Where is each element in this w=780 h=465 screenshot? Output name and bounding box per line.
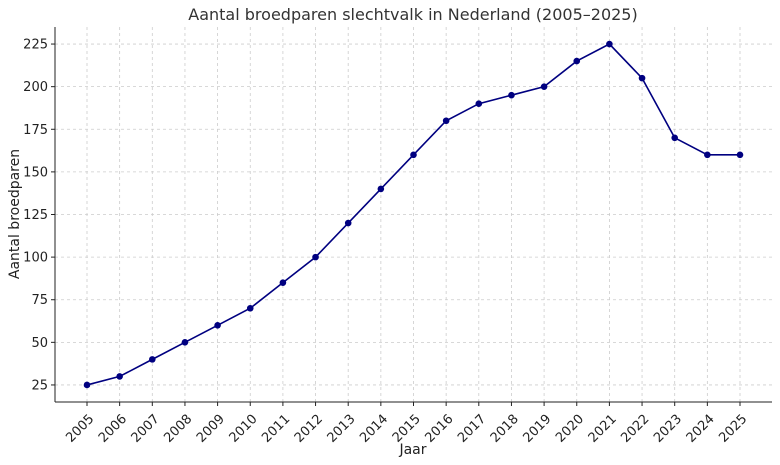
x-tick-label: 2011 [259,412,293,446]
x-tick-label: 2024 [684,412,718,446]
x-tick-label: 2018 [488,412,522,446]
y-tick-label: 150 [23,165,48,180]
data-point [540,83,548,90]
y-tick-label: 175 [23,123,48,138]
x-tick-label: 2013 [325,412,359,446]
x-ticks: 2005200620072008200920102011201220132014… [63,402,750,446]
data-point [149,356,156,363]
y-axis-label: Aantal broedparen [7,149,23,279]
x-tick-label: 2014 [357,412,391,446]
x-tick-label: 2020 [553,412,587,446]
data-point [83,381,91,389]
x-tick-label: 2017 [455,412,489,446]
data-point [344,219,352,227]
data-point [475,100,483,108]
x-tick-label: 2005 [63,412,97,446]
y-ticks: 25 50 75 100 125 150 175 200 225 [23,38,55,393]
grid [55,27,772,402]
data-point [736,151,744,159]
x-tick-label: 2007 [129,412,163,446]
y-tick-label: 200 [23,80,48,95]
x-tick-label: 2021 [586,412,620,446]
x-tick-label: 2012 [292,412,326,446]
data-point [214,321,221,329]
data-point [181,339,189,346]
data-point [246,304,254,312]
data-point [410,151,417,159]
x-axis-label: Jaar [398,442,426,458]
x-tick-label: 2015 [390,412,424,446]
y-tick-label: 125 [23,208,48,223]
y-tick-label: 25 [31,378,48,393]
x-tick-label: 2006 [96,412,130,446]
x-tick-label: 2025 [716,412,750,446]
x-tick-label: 2019 [520,412,554,446]
data-point [312,253,319,261]
data-point [116,373,123,380]
data-point [279,279,287,286]
x-tick-label: 2009 [194,412,228,446]
data-point [442,117,450,125]
series [83,40,744,389]
y-tick-label: 100 [23,251,48,266]
x-tick-label: 2022 [618,412,652,446]
chart-title: Aantal broedparen slechtvalk in Nederlan… [188,5,637,24]
x-tick-label: 2016 [423,412,457,446]
x-tick-label: 2010 [227,412,261,446]
x-tick-label: 2008 [161,412,195,446]
data-point [704,151,711,159]
y-tick-label: 225 [23,38,48,53]
y-tick-label: 50 [31,336,48,351]
data-point [573,57,581,65]
data-point [606,40,613,48]
data-point [508,91,515,99]
y-tick-label: 75 [31,293,48,308]
data-point [671,134,678,142]
x-tick-label: 2023 [651,412,685,446]
data-point [638,74,646,82]
data-point [377,185,385,193]
